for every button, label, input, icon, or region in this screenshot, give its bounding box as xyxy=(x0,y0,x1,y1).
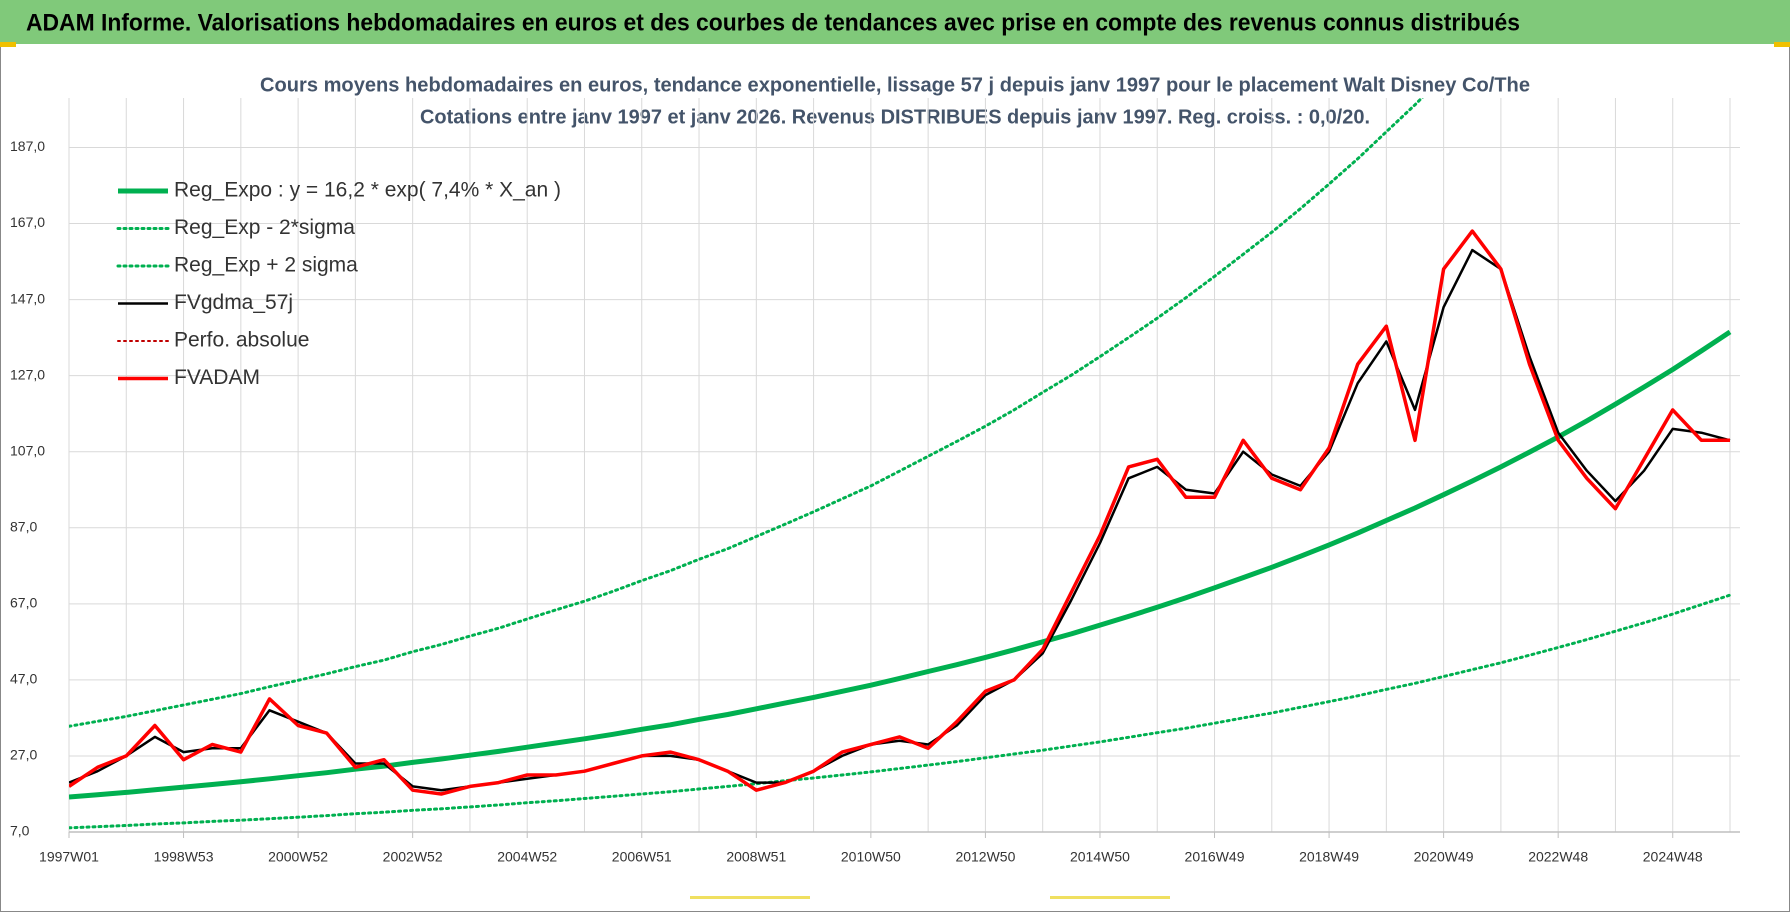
y-tick-label: 27,0 xyxy=(10,747,37,763)
banner xyxy=(0,0,1790,44)
x-tick-label: 2006W51 xyxy=(612,849,672,865)
legend-label: Reg_Exp + 2 sigma xyxy=(174,254,358,277)
x-tick-label: 2008W51 xyxy=(726,849,786,865)
chart-subtitle: Cotations entre janv 1997 et janv 2026. … xyxy=(420,106,1370,128)
x-tick-label: 2022W48 xyxy=(1528,849,1588,865)
scroll-mark xyxy=(1050,896,1170,899)
legend-label: FVgdma_57j xyxy=(174,291,293,314)
x-tick-label: 2012W50 xyxy=(955,849,1015,865)
series-line xyxy=(69,229,1730,796)
x-tick-label: 2014W50 xyxy=(1070,849,1130,865)
corner-mark xyxy=(0,42,16,47)
y-tick-label: 167,0 xyxy=(10,214,45,230)
corner-mark xyxy=(1774,42,1790,47)
x-tick-label: 2020W49 xyxy=(1414,849,1474,865)
x-tick-label: 2018W49 xyxy=(1299,849,1359,865)
x-tick-label: 1997W01 xyxy=(39,849,99,865)
x-tick-label: 1998W53 xyxy=(154,849,214,865)
x-tick-label: 2016W49 xyxy=(1185,849,1245,865)
y-tick-label: 47,0 xyxy=(10,671,37,687)
y-tick-label: 87,0 xyxy=(10,518,37,534)
scroll-mark xyxy=(690,896,810,899)
x-tick-label: 2010W50 xyxy=(841,849,901,865)
legend-label: Reg_Exp - 2*sigma xyxy=(174,216,355,239)
x-tick-label: 2004W52 xyxy=(497,849,557,865)
y-tick-label: 107,0 xyxy=(10,442,45,458)
x-tick-label: 2024W48 xyxy=(1643,849,1703,865)
series-line xyxy=(69,98,1424,728)
series-line xyxy=(69,593,1732,830)
legend: Reg_Expo : y = 16,2 * exp( 7,4% * X_an )… xyxy=(116,179,561,389)
x-tick-label: 2000W52 xyxy=(268,849,328,865)
y-tick-label: 187,0 xyxy=(10,138,45,154)
axes: 7,0 27,0 47,0 67,0 87,0 107,0 127,0 147,0 167,0 1… xyxy=(10,138,1740,865)
y-tick-label: 67,0 xyxy=(10,595,37,611)
legend-label: Perfo. absolue xyxy=(174,329,309,352)
y-tick-label: 147,0 xyxy=(10,290,45,306)
banner-title: ADAM Informe. Valorisations hebdomadaire… xyxy=(26,9,1520,36)
legend-label: FVADAM xyxy=(174,366,260,389)
y-tick-label: 7,0 xyxy=(10,823,30,839)
legend-label: Reg_Expo : y = 16,2 * exp( 7,4% * X_an ) xyxy=(174,179,561,202)
x-tick-label: 2002W52 xyxy=(383,849,443,865)
series-line xyxy=(69,329,1732,800)
grid xyxy=(68,98,1740,833)
chart-title: Cours moyens hebdomadaires en euros, ten… xyxy=(260,74,1530,96)
y-tick-label: 127,0 xyxy=(10,366,45,382)
plot xyxy=(69,98,1732,830)
